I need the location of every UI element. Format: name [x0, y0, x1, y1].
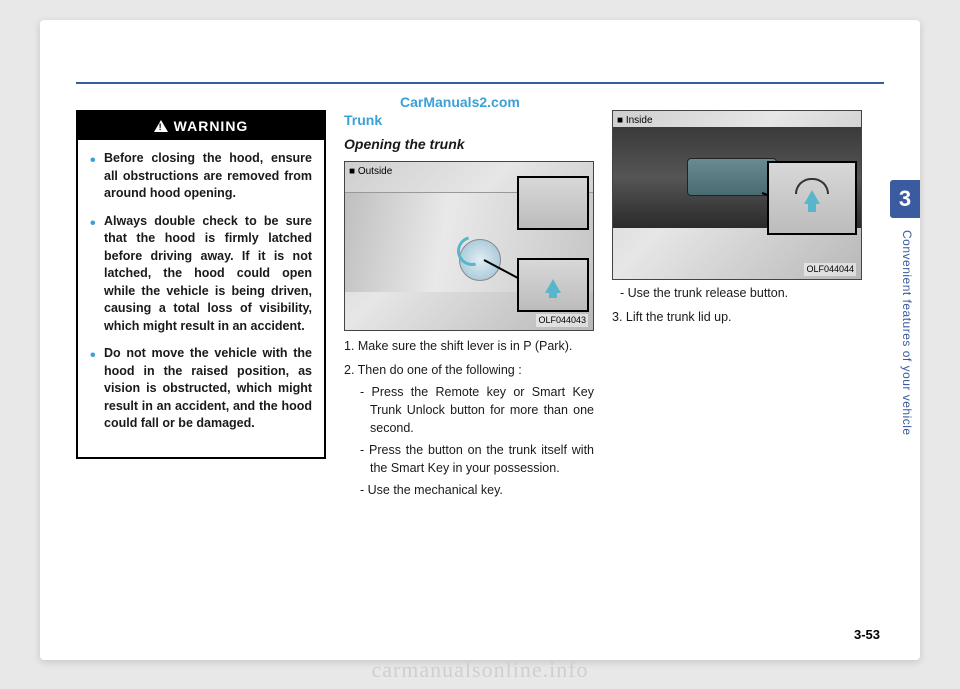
watermark-top: CarManuals2.com	[400, 94, 520, 110]
figure-inside: Inside OLF044044	[612, 110, 862, 280]
manual-page: CarManuals2.com WARNING Before closing t…	[40, 20, 920, 660]
warning-item: Do not move the vehicle with the hood in…	[90, 345, 312, 433]
figure-label-outside: Outside	[349, 165, 392, 180]
figure-code-outside: OLF044043	[536, 314, 588, 327]
section-title-trunk: Trunk	[344, 110, 594, 130]
figure-trunk-release-panel	[687, 158, 777, 196]
step-1: 1. Make sure the shift lever is in P (Pa…	[344, 337, 594, 355]
figure-inset-bottom	[517, 258, 589, 312]
figure-code-inside: OLF044044	[804, 263, 856, 276]
chapter-tab: 3	[890, 180, 920, 218]
figure-outside: Outside OLF044043	[344, 161, 594, 331]
header-rule	[76, 82, 884, 84]
column-trunk-main: Trunk Opening the trunk Outside OLF04404…	[344, 110, 594, 630]
column-warning: WARNING Before closing the hood, ensure …	[76, 110, 326, 630]
figure-inset-top	[517, 176, 589, 230]
column-trunk-inside: Inside OLF044044 - Use the trunk release…	[612, 110, 862, 630]
warning-triangle-icon	[154, 120, 168, 132]
step-3: 3. Lift the trunk lid up.	[612, 308, 862, 326]
page-number: 3-53	[854, 627, 880, 642]
figure-inset-inside	[767, 161, 857, 235]
chapter-number: 3	[899, 186, 911, 212]
arrow-stem	[808, 202, 816, 212]
warning-header-text: WARNING	[174, 116, 249, 136]
step-2b: - Press the button on the trunk itself w…	[358, 441, 594, 477]
step-2: 2. Then do one of the following :	[344, 361, 594, 379]
warning-item: Before closing the hood, ensure all obst…	[90, 150, 312, 203]
warning-body: Before closing the hood, ensure all obst…	[78, 140, 324, 457]
warning-header: WARNING	[78, 112, 324, 140]
watermark-bottom: carmanualsonline.info	[371, 657, 588, 683]
step-2d: - Use the trunk release button.	[618, 284, 862, 302]
step-2c: - Use the mechanical key.	[358, 481, 594, 499]
content-columns: WARNING Before closing the hood, ensure …	[76, 110, 884, 630]
step-2a: - Press the Remote key or Smart Key Trun…	[358, 383, 594, 437]
subsection-title-opening: Opening the trunk	[344, 134, 594, 154]
arrow-stem	[549, 288, 557, 298]
warning-item: Always double check to be sure that the …	[90, 213, 312, 336]
chapter-label: Convenient features of your vehicle	[900, 230, 914, 436]
warning-box: WARNING Before closing the hood, ensure …	[76, 110, 326, 459]
